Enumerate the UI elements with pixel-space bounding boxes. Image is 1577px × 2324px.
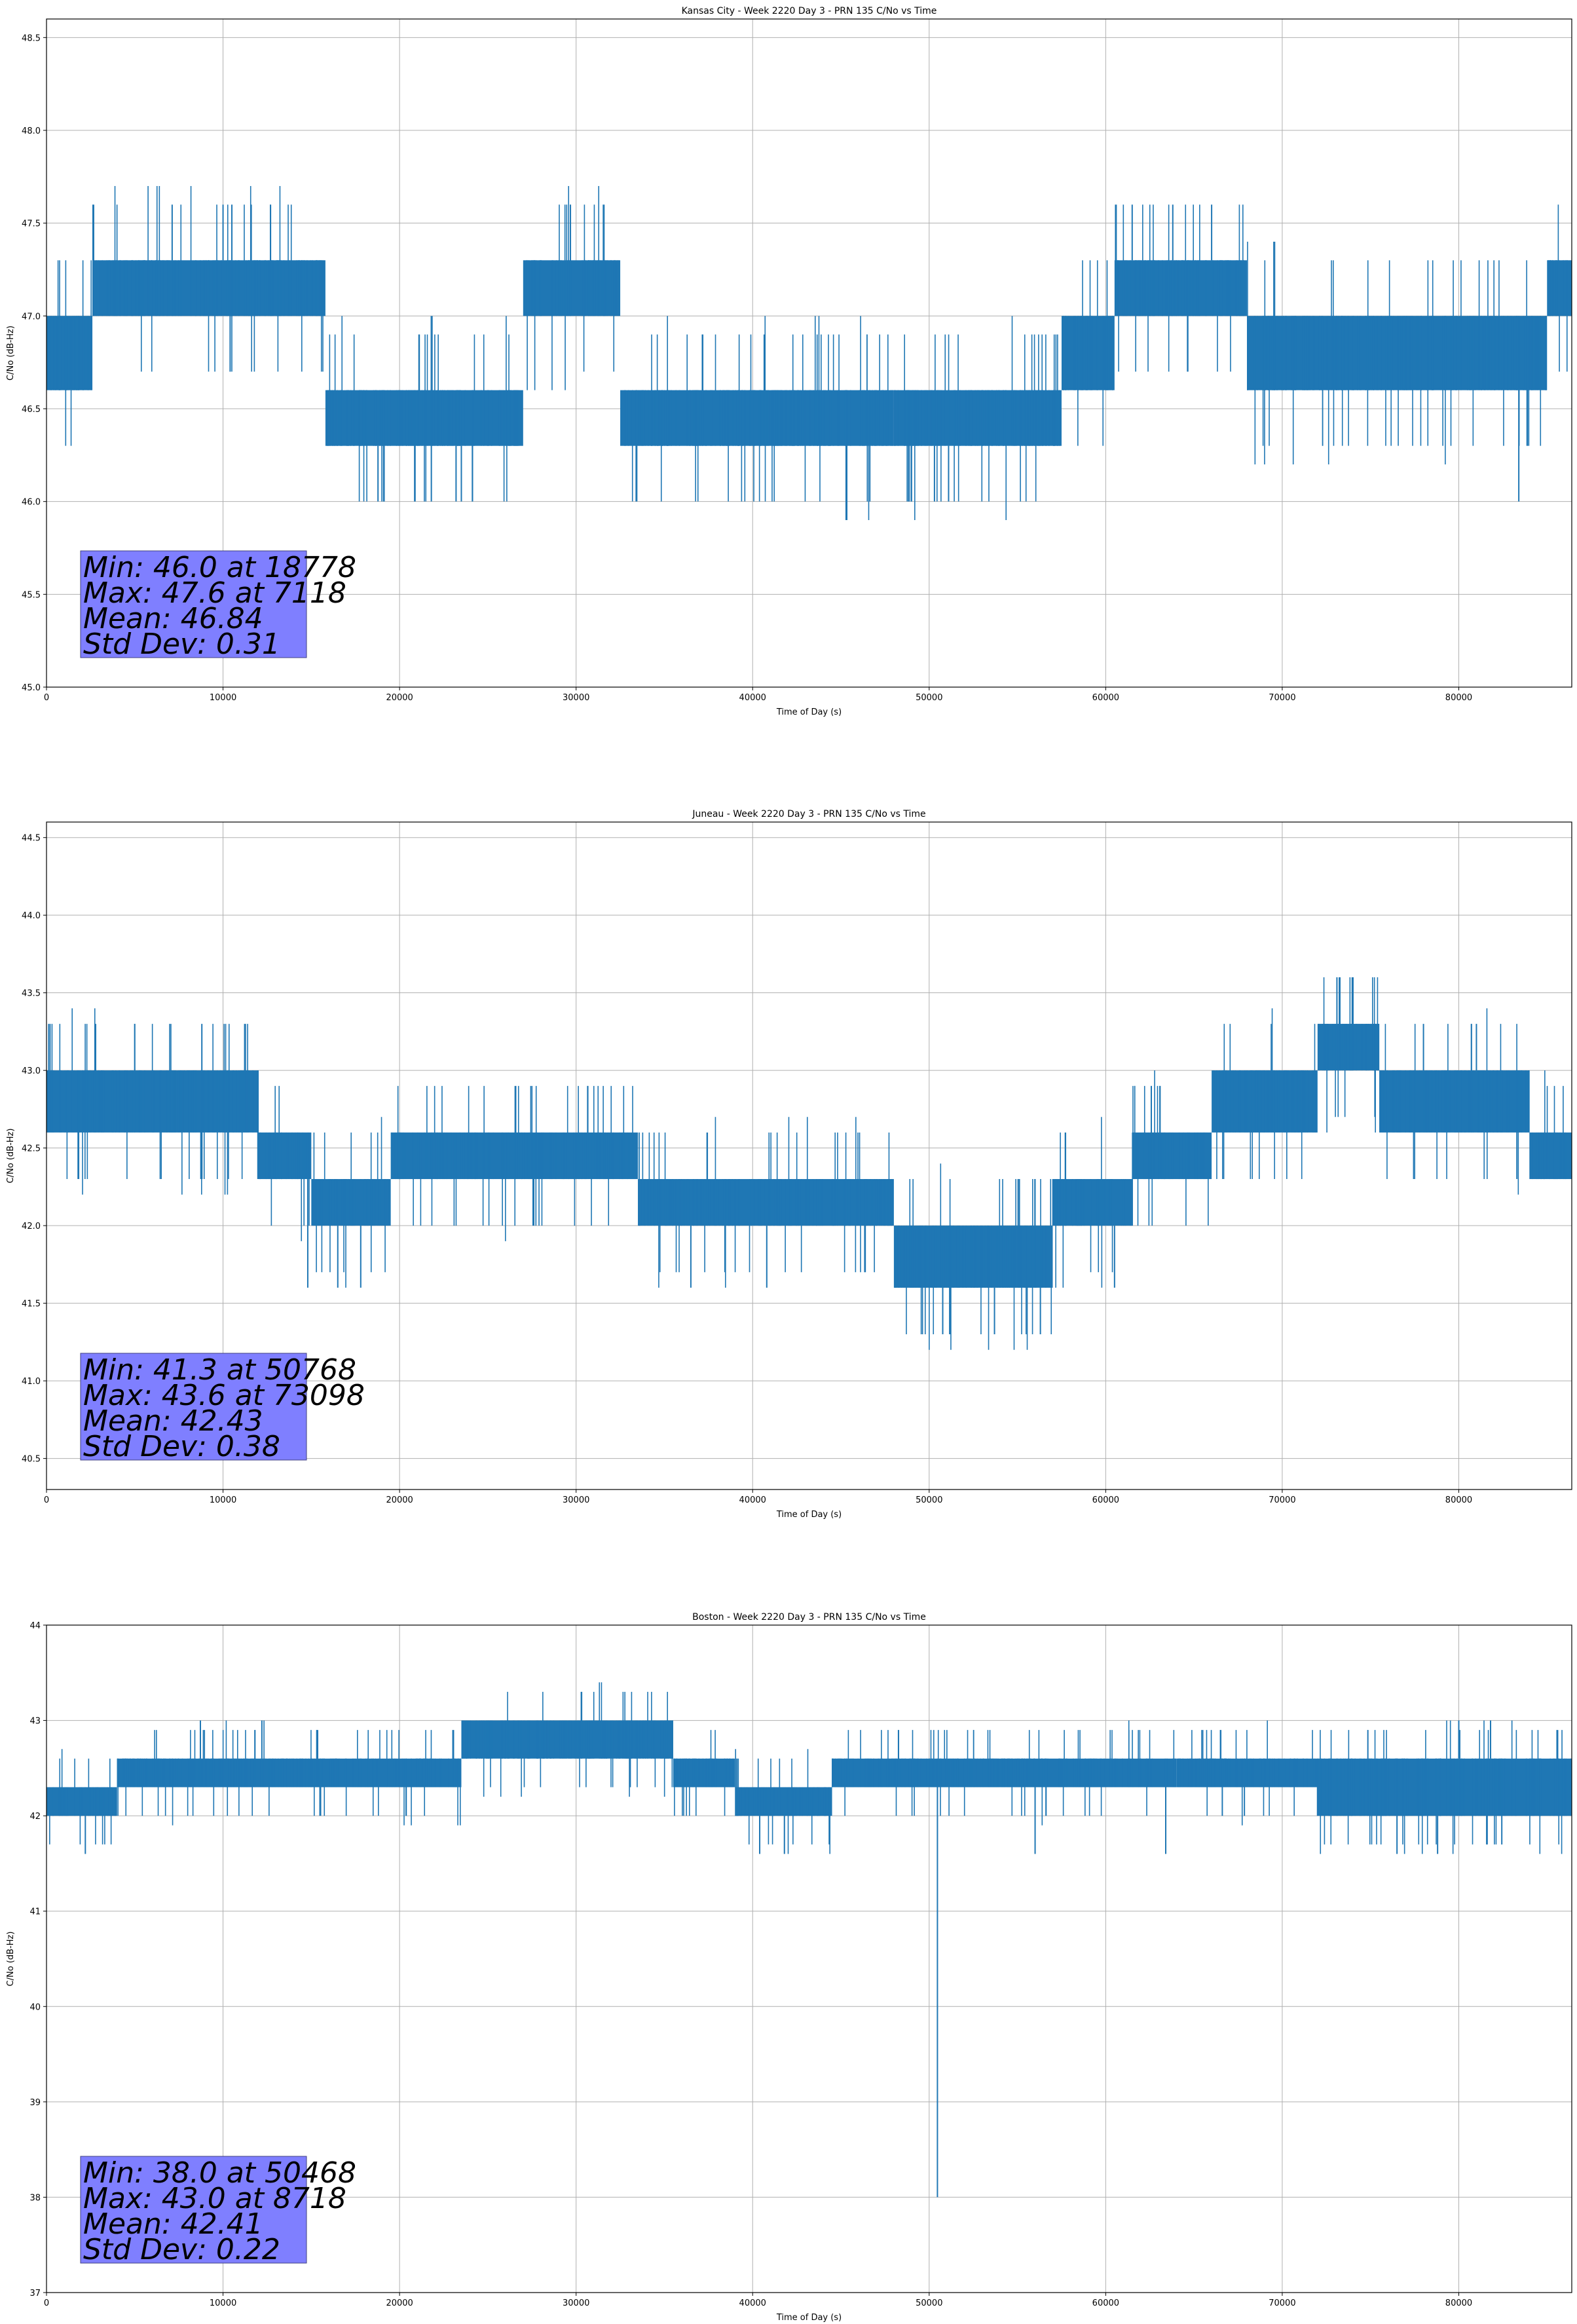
x-tick-label: 50000 bbox=[916, 1495, 942, 1505]
y-tick-label: 47.5 bbox=[22, 219, 41, 229]
y-tick-label: 41 bbox=[29, 1907, 41, 1917]
x-tick-label: 0 bbox=[44, 693, 49, 703]
data-series bbox=[46, 186, 1572, 520]
stats-line: Min: 46.0 at 18778 bbox=[83, 551, 356, 584]
data-band bbox=[620, 390, 894, 446]
y-axis-label: C/No (dB-Hz) bbox=[6, 1129, 16, 1184]
stats-line: Min: 38.0 at 50468 bbox=[83, 2156, 356, 2190]
stats-box bbox=[80, 550, 307, 658]
x-tick-label: 30000 bbox=[563, 1495, 589, 1505]
data-band bbox=[390, 1132, 639, 1180]
y-tick-label: 43.0 bbox=[22, 1066, 41, 1076]
stats-line: Mean: 46.84 bbox=[83, 602, 263, 635]
plot-frame bbox=[46, 821, 1572, 1490]
y-tick-label: 42.5 bbox=[22, 1144, 41, 1154]
x-tick-label: 70000 bbox=[1269, 1495, 1295, 1505]
x-tick-label: 40000 bbox=[739, 693, 766, 703]
stats-line: Max: 47.6 at 7118 bbox=[83, 576, 346, 610]
x-tick-label: 10000 bbox=[210, 2298, 236, 2308]
stats-line: Max: 43.6 at 73098 bbox=[83, 1379, 365, 1412]
y-tick-label: 45.0 bbox=[22, 683, 41, 693]
x-tick-label: 60000 bbox=[1092, 2298, 1119, 2308]
x-tick-label: 70000 bbox=[1269, 2298, 1295, 2308]
y-axis-label: C/No (dB-Hz) bbox=[6, 326, 16, 381]
y-tick-label: 40.5 bbox=[22, 1455, 41, 1465]
data-band bbox=[1247, 316, 1548, 390]
plot-frame bbox=[46, 1624, 1572, 2293]
chart-title: Juneau - Week 2220 Day 3 - PRN 135 C/No … bbox=[692, 809, 925, 819]
y-tick-label: 46.5 bbox=[22, 405, 41, 415]
y-tick-label: 48.0 bbox=[22, 126, 41, 136]
stats-box bbox=[80, 1353, 307, 1461]
data-series bbox=[46, 1682, 1572, 2198]
data-band bbox=[1061, 316, 1115, 390]
y-tick-label: 43.5 bbox=[22, 989, 41, 999]
y-tick-label: 37 bbox=[29, 2289, 41, 2298]
x-tick-label: 40000 bbox=[739, 1495, 766, 1505]
x-tick-label: 30000 bbox=[563, 2298, 589, 2308]
subplot-2: 0 10000 20000 30000 40000 50000 60000 70000 8000… bbox=[6, 809, 1572, 1520]
x-tick-label: 60000 bbox=[1092, 693, 1119, 703]
y-tick-label: 44.0 bbox=[22, 911, 41, 921]
y-tick-label: 41.0 bbox=[22, 1377, 41, 1387]
x-tick-label: 80000 bbox=[1445, 2298, 1472, 2308]
stats-line: Std Dev: 0.31 bbox=[83, 628, 280, 661]
x-tick-label: 80000 bbox=[1445, 1495, 1472, 1505]
x-tick-label: 20000 bbox=[386, 2298, 413, 2308]
y-tick-label: 48.5 bbox=[22, 33, 41, 43]
y-tick-label: 43 bbox=[29, 1717, 41, 1727]
y-tick-label: 38 bbox=[29, 2193, 41, 2203]
data-band bbox=[461, 1720, 673, 1759]
subplot-3: 0 10000 20000 30000 40000 50000 60000 70000 8000… bbox=[6, 1612, 1572, 2323]
y-tick-label: 44.5 bbox=[22, 834, 41, 844]
y-axis-label: C/No (dB-Hz) bbox=[6, 1932, 16, 1987]
x-axis-label: Time of Day (s) bbox=[776, 707, 842, 717]
x-tick-label: 0 bbox=[44, 2298, 49, 2308]
stats-box bbox=[80, 2156, 307, 2264]
x-tick-label: 60000 bbox=[1092, 1495, 1119, 1505]
stats-line: Mean: 42.43 bbox=[83, 1404, 263, 1438]
x-tick-label: 50000 bbox=[916, 2298, 942, 2308]
y-tick-label: 42.0 bbox=[22, 1222, 41, 1231]
data-band bbox=[735, 1787, 832, 1816]
y-tick-label: 39 bbox=[29, 2098, 41, 2108]
stats-line: Std Dev: 0.38 bbox=[83, 1430, 280, 1463]
chart-title: Boston - Week 2220 Day 3 - PRN 135 C/No … bbox=[692, 1612, 926, 1622]
x-tick-label: 20000 bbox=[386, 1495, 413, 1505]
y-tick-label: 47.0 bbox=[22, 312, 41, 322]
x-axis-label: Time of Day (s) bbox=[776, 1510, 842, 1520]
y-tick-label: 46.0 bbox=[22, 498, 41, 508]
subplot-1: 0 10000 20000 30000 40000 50000 60000 70000 8000… bbox=[6, 6, 1572, 717]
x-tick-label: 40000 bbox=[739, 2298, 766, 2308]
x-tick-label: 70000 bbox=[1269, 693, 1295, 703]
y-tick-label: 44 bbox=[29, 1621, 41, 1631]
stats-line: Std Dev: 0.22 bbox=[83, 2233, 280, 2266]
x-tick-label: 0 bbox=[44, 1495, 49, 1505]
x-tick-label: 20000 bbox=[386, 693, 413, 703]
x-tick-label: 10000 bbox=[210, 1495, 236, 1505]
data-band bbox=[117, 1758, 462, 1788]
y-tick-label: 42 bbox=[29, 1812, 41, 1822]
x-tick-label: 50000 bbox=[916, 693, 942, 703]
x-axis-label: Time of Day (s) bbox=[776, 2313, 842, 2323]
chart-title: Kansas City - Week 2220 Day 3 - PRN 135 … bbox=[682, 6, 937, 16]
y-tick-label: 40 bbox=[29, 2002, 41, 2012]
stats-line: Max: 43.0 at 8718 bbox=[83, 2182, 346, 2215]
x-tick-label: 30000 bbox=[563, 693, 589, 703]
y-tick-label: 41.5 bbox=[22, 1300, 41, 1309]
x-tick-label: 80000 bbox=[1445, 693, 1472, 703]
plot-frame bbox=[46, 18, 1572, 688]
y-tick-label: 45.5 bbox=[22, 590, 41, 600]
stats-line: Mean: 42.41 bbox=[83, 2207, 263, 2241]
stats-line: Min: 41.3 at 50768 bbox=[83, 1353, 356, 1387]
x-tick-label: 10000 bbox=[210, 693, 236, 703]
data-series bbox=[46, 977, 1572, 1350]
